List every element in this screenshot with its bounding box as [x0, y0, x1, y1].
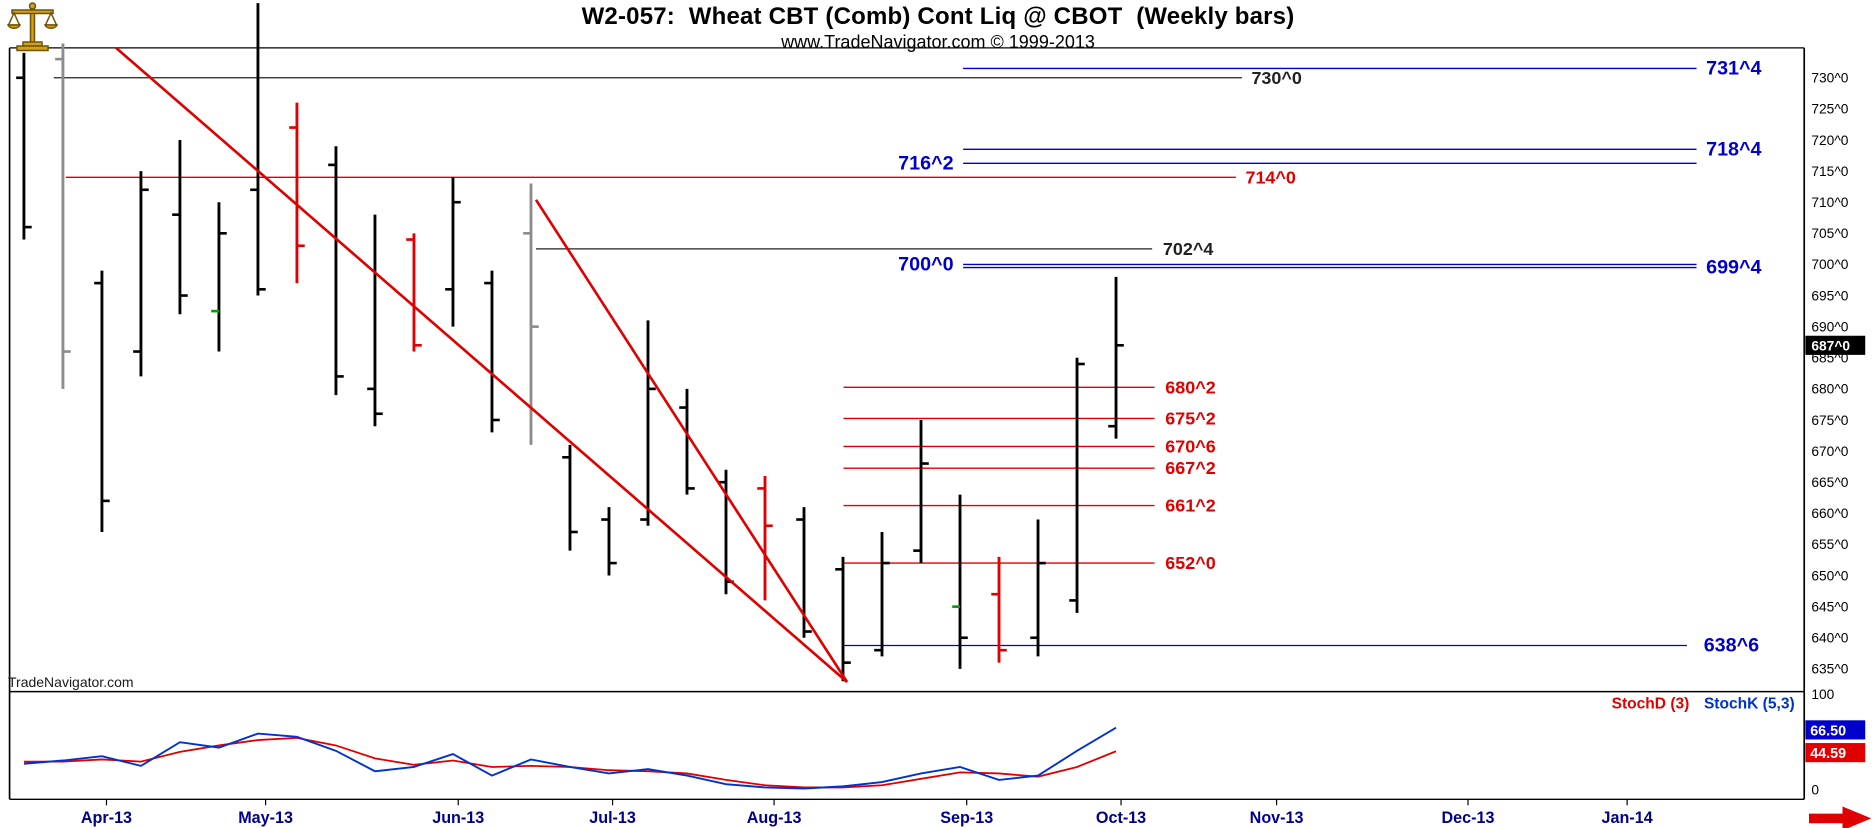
x-axis-month-label: Jul-13 [589, 809, 636, 827]
price-axis-label: 700^0 [1811, 257, 1848, 272]
price-axis-label: 730^0 [1811, 71, 1848, 86]
level-label: 670^6 [1165, 436, 1215, 456]
current-price-label: 687^0 [1811, 339, 1850, 354]
scroll-right-arrow-icon[interactable] [1809, 806, 1872, 828]
price-axis-label: 710^0 [1811, 195, 1848, 210]
stochk-value: 66.50 [1810, 723, 1846, 739]
price-axis-label: 640^0 [1811, 631, 1848, 646]
trend-line [115, 46, 848, 684]
stoch-scale-top: 100 [1811, 687, 1834, 702]
x-axis-month-label: Apr-13 [81, 809, 132, 827]
level-label: 680^2 [1165, 377, 1215, 397]
stochk-value-box [1805, 720, 1866, 740]
stochd-value: 44.59 [1810, 746, 1846, 762]
level-label: 718^4 [1706, 138, 1761, 160]
x-axis-month-label: Dec-13 [1442, 809, 1495, 827]
level-label: 667^2 [1165, 458, 1215, 478]
stoch-scale-bottom: 0 [1811, 782, 1819, 797]
price-axis-label: 670^0 [1811, 444, 1848, 459]
level-label: 675^2 [1165, 408, 1215, 428]
price-axis-label: 705^0 [1811, 226, 1848, 241]
level-label: 699^4 [1706, 257, 1761, 279]
price-axis-label: 635^0 [1811, 662, 1848, 677]
current-price-badge [1805, 335, 1866, 355]
level-label: 730^0 [1251, 68, 1301, 88]
price-axis-label: 715^0 [1811, 164, 1848, 179]
x-axis-month-label: Jan-14 [1602, 809, 1653, 827]
price-axis-label: 675^0 [1811, 413, 1848, 428]
price-axis-label: 695^0 [1811, 288, 1848, 303]
price-axis-label: 660^0 [1811, 506, 1848, 521]
price-axis-label: 690^0 [1811, 319, 1848, 334]
price-axis-label: 725^0 [1811, 102, 1848, 117]
level-label: 731^4 [1706, 57, 1761, 79]
stochk-legend: StochK (5,3) [1704, 695, 1795, 712]
x-axis-month-label: Nov-13 [1250, 809, 1304, 827]
trend-line [534, 199, 849, 683]
x-axis-month-label: Jun-13 [432, 809, 484, 827]
x-axis-month-label: Oct-13 [1096, 809, 1146, 827]
price-axis-label: 655^0 [1811, 537, 1848, 552]
stochd-legend: StochD (3) [1612, 695, 1690, 712]
level-label: 702^4 [1163, 239, 1213, 259]
price-axis-label: 720^0 [1811, 133, 1848, 148]
price-axis-label: 680^0 [1811, 382, 1848, 397]
level-label: 652^0 [1165, 553, 1215, 573]
x-axis-month-label: Sep-13 [940, 809, 993, 827]
level-label: 638^6 [1704, 635, 1759, 657]
x-axis-month-label: May-13 [238, 809, 293, 827]
stochk-line [23, 726, 1117, 790]
stochd-value-box [1805, 743, 1866, 763]
price-axis-label: 665^0 [1811, 475, 1848, 490]
trade-navigator-watermark: TradeNavigator.com [8, 674, 134, 690]
level-label: 716^2 [898, 152, 953, 174]
price-axis-label: 645^0 [1811, 599, 1848, 614]
level-label: 661^2 [1165, 496, 1215, 516]
trade-navigator-logo-icon [6, 2, 59, 52]
x-axis-month-label: Aug-13 [747, 809, 802, 827]
price-axis-label: 650^0 [1811, 568, 1848, 583]
level-label: 714^0 [1245, 167, 1295, 187]
level-label: 700^0 [898, 253, 953, 275]
